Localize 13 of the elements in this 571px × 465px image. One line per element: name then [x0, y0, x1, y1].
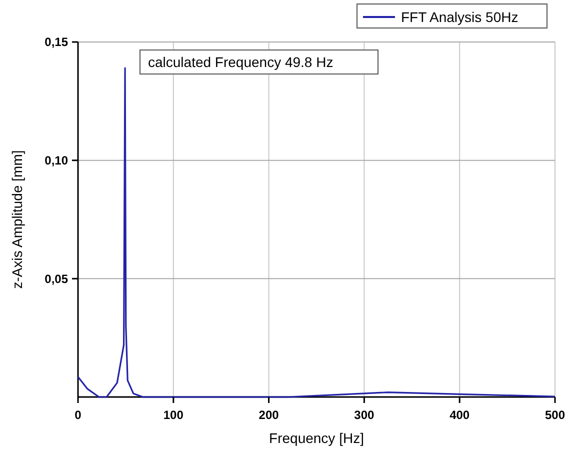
legend-label: FFT Analysis 50Hz [401, 8, 518, 25]
y-tick-label: 0,05 [44, 272, 68, 286]
x-tick-label: 300 [354, 408, 375, 422]
x-tick-label: 400 [450, 408, 470, 422]
x-tick-label: 200 [258, 408, 280, 422]
y-tick-label: 0,10 [44, 154, 68, 168]
x-axis-title: Frequency [Hz] [269, 430, 364, 446]
annotation: calculated Frequency 49.8 Hz [148, 54, 334, 70]
y-tick-label: 0,15 [44, 35, 68, 50]
x-tick-label: 500 [544, 408, 566, 422]
y-axis-title: z-Axis Amplitude [mm] [9, 150, 25, 289]
x-tick-label: 100 [163, 408, 184, 422]
x-tick-label: 0 [74, 408, 82, 422]
